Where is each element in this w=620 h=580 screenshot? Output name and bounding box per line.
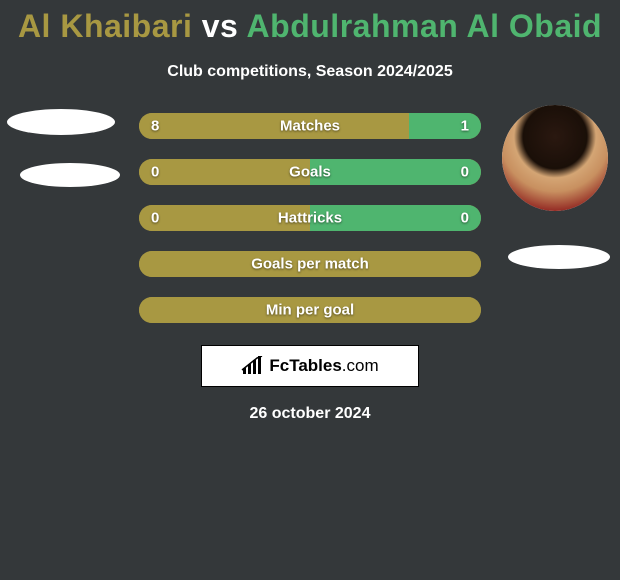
player1-name: Al Khaibari <box>18 8 192 44</box>
subtitle: Club competitions, Season 2024/2025 <box>0 63 620 81</box>
date: 26 october 2024 <box>0 405 620 423</box>
avatar-left-placeholder-2 <box>20 163 120 187</box>
stat-value-right: 0 <box>461 164 469 181</box>
page-title: Al Khaibari vs Abdulrahman Al Obaid <box>0 0 620 45</box>
bar-fill-right <box>310 159 481 185</box>
vs-text: vs <box>202 8 239 44</box>
bar-fill-right <box>409 113 481 139</box>
avatar-right <box>502 105 608 211</box>
logo-box[interactable]: FcTables.com <box>201 345 419 387</box>
stats-area: Matches 8 1 Goals 0 0 Hattricks 0 0 Goals per mat… <box>0 113 620 323</box>
bar-fill-left <box>139 113 409 139</box>
stat-row: Matches 8 1 <box>139 113 481 139</box>
stat-value-left: 8 <box>151 118 159 135</box>
stat-value-left: 0 <box>151 164 159 181</box>
player2-name: Abdulrahman Al Obaid <box>247 8 603 44</box>
stat-bars: Matches 8 1 Goals 0 0 Hattricks 0 0 Goals per mat… <box>139 113 481 323</box>
comparison-card: Al Khaibari vs Abdulrahman Al Obaid Club… <box>0 0 620 423</box>
stat-row: Goals 0 0 <box>139 159 481 185</box>
stat-label: Min per goal <box>266 302 354 319</box>
stat-row: Hattricks 0 0 <box>139 205 481 231</box>
stat-label: Hattricks <box>278 210 342 227</box>
bar-fill-left <box>139 159 310 185</box>
stat-label: Goals <box>289 164 331 181</box>
avatar-left-placeholder-1 <box>7 109 115 135</box>
logo-text: FcTables.com <box>269 356 378 376</box>
chart-icon <box>241 356 265 376</box>
stat-row: Min per goal <box>139 297 481 323</box>
stat-value-right: 0 <box>461 210 469 227</box>
logo-domain: .com <box>342 356 379 375</box>
stat-label: Matches <box>280 118 340 135</box>
stat-row: Goals per match <box>139 251 481 277</box>
avatar-right-shadow <box>508 245 610 269</box>
logo-brand: FcTables <box>269 356 341 375</box>
stat-value-left: 0 <box>151 210 159 227</box>
stat-value-right: 1 <box>461 118 469 135</box>
player2-photo <box>502 105 608 211</box>
stat-label: Goals per match <box>251 256 369 273</box>
